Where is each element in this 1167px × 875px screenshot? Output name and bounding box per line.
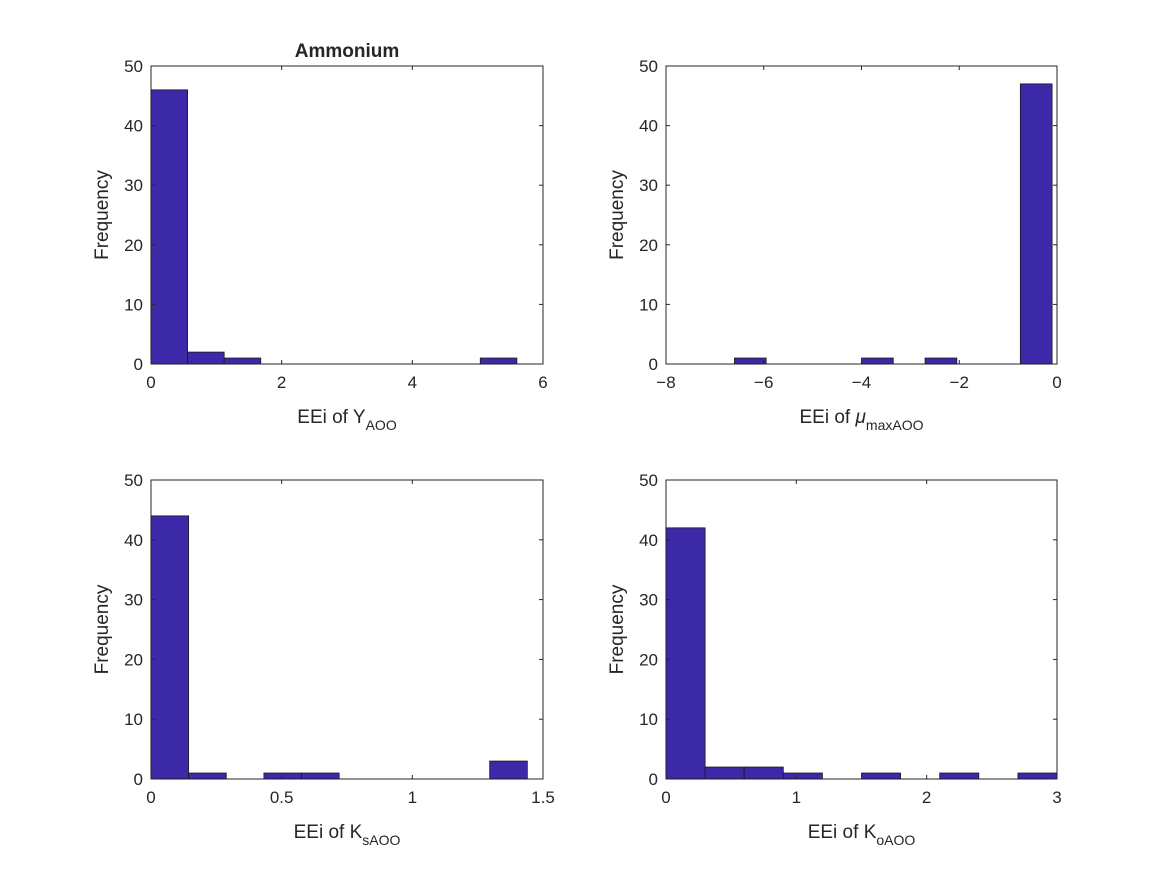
x-tick-label: 0.5	[270, 788, 294, 807]
x-tick-label: 1	[792, 788, 801, 807]
x-axis-label-subscript: maxAOO	[866, 417, 924, 433]
y-tick-label: 50	[124, 471, 143, 490]
histogram-bar	[188, 772, 227, 780]
x-axis-label-subscript: AOO	[366, 417, 397, 433]
x-tick-label: −8	[656, 373, 675, 392]
y-tick-label: 0	[134, 355, 143, 374]
x-tick-label: 4	[408, 373, 417, 392]
histogram-bar	[263, 772, 302, 780]
histogram-bar	[665, 527, 706, 780]
x-axis-label: EEi of KoAOO	[808, 822, 916, 848]
histogram-panel-1: 0 2 4 6 0 10 20 30 40 50 Frequency EEi of YAOO Ammon…	[92, 41, 548, 433]
x-tick-label: 1.5	[531, 788, 555, 807]
y-tick-label: 40	[124, 531, 143, 550]
y-axis-label: Frequency	[92, 584, 113, 674]
x-tick-label: −6	[754, 373, 773, 392]
histogram-bar	[782, 772, 823, 780]
y-axis-label: Frequency	[607, 170, 628, 260]
y-tick-label: 40	[639, 531, 658, 550]
x-tick-label: 6	[538, 373, 547, 392]
x-axis-label-prefix: EEi of	[808, 822, 864, 843]
y-tick-label: 30	[124, 176, 143, 195]
y-tick-label: 20	[639, 236, 658, 255]
y-tick-label: 20	[124, 650, 143, 669]
y-tick-label: 10	[639, 710, 658, 729]
x-axis-label-subscript: oAOO	[876, 832, 915, 848]
y-tick-label: 30	[124, 591, 143, 610]
y-tick-label: 20	[124, 236, 143, 255]
chart-title: Ammonium	[295, 41, 400, 62]
x-axis-label-symbol: K	[350, 822, 363, 843]
y-tick-label: 10	[639, 295, 658, 314]
x-tick-label: −4	[852, 373, 871, 392]
y-axis-label: Frequency	[92, 170, 113, 260]
y-tick-label: 50	[639, 471, 658, 490]
x-tick-label: 1	[408, 788, 417, 807]
y-tick-label: 30	[639, 591, 658, 610]
histogram-bar	[479, 357, 518, 365]
x-tick-label: −2	[950, 373, 969, 392]
y-tick-label: 10	[124, 710, 143, 729]
histogram-bar	[861, 772, 901, 780]
histogram-bar	[861, 357, 894, 365]
y-tick-label: 40	[639, 117, 658, 136]
x-axis-label: EEi of KsAOO	[294, 822, 401, 848]
y-tick-label: 50	[124, 57, 143, 76]
x-axis-label: EEi of YAOO	[297, 407, 397, 433]
x-axis-label-prefix: EEi of	[800, 407, 856, 428]
y-tick-label: 50	[639, 57, 658, 76]
x-axis-label-prefix: EEi of	[297, 407, 353, 428]
y-tick-label: 0	[649, 770, 658, 789]
x-axis-label-prefix: EEi of	[294, 822, 350, 843]
y-tick-label: 10	[124, 295, 143, 314]
histogram-panel-3: 0 0.5 1 1.5 0 10 20 30 40 50 Frequency EEi of KsAOO	[92, 471, 555, 848]
histogram-bar	[939, 772, 980, 780]
histogram-bar	[734, 357, 767, 365]
x-tick-label: 0	[146, 788, 155, 807]
x-axis-label-symbol: K	[864, 822, 877, 843]
y-tick-label: 0	[134, 770, 143, 789]
histogram-panel-2: −8 −6 −4 −2 0 0 10 20 30 40 50 Frequency EEi of μmax…	[607, 57, 1062, 433]
y-axis-label: Frequency	[607, 584, 628, 674]
x-tick-label: 3	[1052, 788, 1061, 807]
histogram-bar	[704, 766, 745, 780]
x-axis-label-subscript: sAOO	[362, 832, 400, 848]
x-axis-label: EEi of μmaxAOO	[800, 407, 924, 433]
x-tick-label: 0	[661, 788, 670, 807]
histogram-bar	[1019, 83, 1053, 365]
y-tick-label: 20	[639, 650, 658, 669]
histogram-bar	[924, 357, 958, 365]
x-axis-label-symbol: Y	[353, 407, 366, 428]
histogram-bar	[301, 772, 340, 780]
y-tick-label: 0	[649, 355, 658, 374]
x-tick-label: 2	[922, 788, 931, 807]
x-tick-label: 0	[1052, 373, 1061, 392]
histogram-bar	[489, 760, 528, 780]
histogram-bar	[223, 357, 262, 365]
histogram-bar	[187, 351, 225, 365]
y-tick-label: 30	[639, 176, 658, 195]
x-tick-label: 0	[146, 373, 155, 392]
x-tick-label: 2	[277, 373, 286, 392]
histogram-bar	[150, 515, 190, 780]
histogram-bar	[743, 766, 784, 780]
y-tick-label: 40	[124, 117, 143, 136]
x-axis-label-symbol: μ	[854, 407, 866, 428]
histogram-bar	[1017, 772, 1058, 780]
histogram-bar	[150, 89, 188, 365]
